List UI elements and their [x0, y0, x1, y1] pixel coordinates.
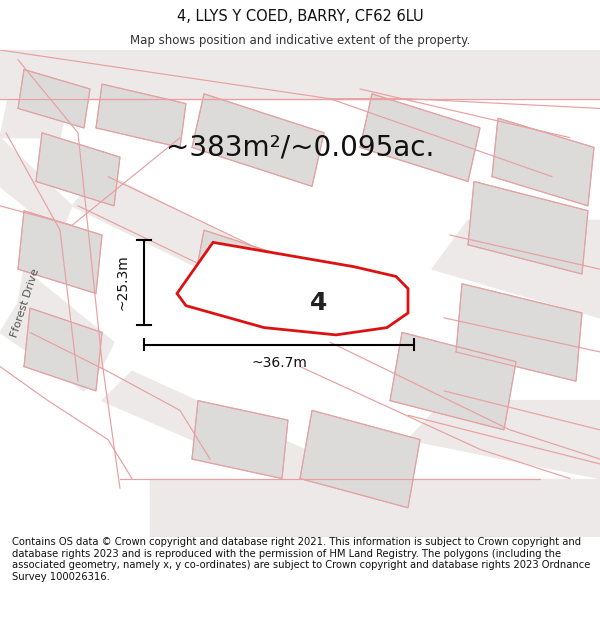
- Text: 4: 4: [310, 291, 328, 314]
- Polygon shape: [408, 401, 600, 479]
- Polygon shape: [192, 94, 324, 186]
- Polygon shape: [96, 84, 186, 148]
- Polygon shape: [18, 269, 114, 366]
- Polygon shape: [300, 411, 420, 508]
- Polygon shape: [0, 50, 600, 99]
- Polygon shape: [390, 332, 516, 430]
- Polygon shape: [192, 401, 288, 479]
- Polygon shape: [72, 172, 360, 332]
- Polygon shape: [360, 94, 480, 181]
- Polygon shape: [432, 221, 600, 318]
- Text: ~383m²/~0.095ac.: ~383m²/~0.095ac.: [166, 133, 434, 161]
- Polygon shape: [0, 50, 78, 138]
- Polygon shape: [468, 181, 588, 274]
- Polygon shape: [192, 230, 324, 332]
- Polygon shape: [492, 118, 594, 206]
- Polygon shape: [0, 138, 72, 235]
- Polygon shape: [18, 211, 102, 294]
- Text: Map shows position and indicative extent of the property.: Map shows position and indicative extent…: [130, 34, 470, 47]
- Polygon shape: [18, 69, 90, 128]
- Polygon shape: [177, 242, 408, 335]
- Text: Fforest Drive: Fforest Drive: [10, 268, 41, 339]
- Text: ~36.7m: ~36.7m: [251, 356, 307, 370]
- Text: 4, LLYS Y COED, BARRY, CF62 6LU: 4, LLYS Y COED, BARRY, CF62 6LU: [176, 9, 424, 24]
- Polygon shape: [36, 132, 120, 206]
- Polygon shape: [0, 303, 102, 391]
- Polygon shape: [24, 308, 102, 391]
- Polygon shape: [456, 284, 582, 381]
- Polygon shape: [102, 371, 390, 512]
- Text: ~25.3m: ~25.3m: [116, 254, 130, 311]
- Polygon shape: [150, 479, 600, 537]
- Text: Contains OS data © Crown copyright and database right 2021. This information is : Contains OS data © Crown copyright and d…: [12, 537, 590, 582]
